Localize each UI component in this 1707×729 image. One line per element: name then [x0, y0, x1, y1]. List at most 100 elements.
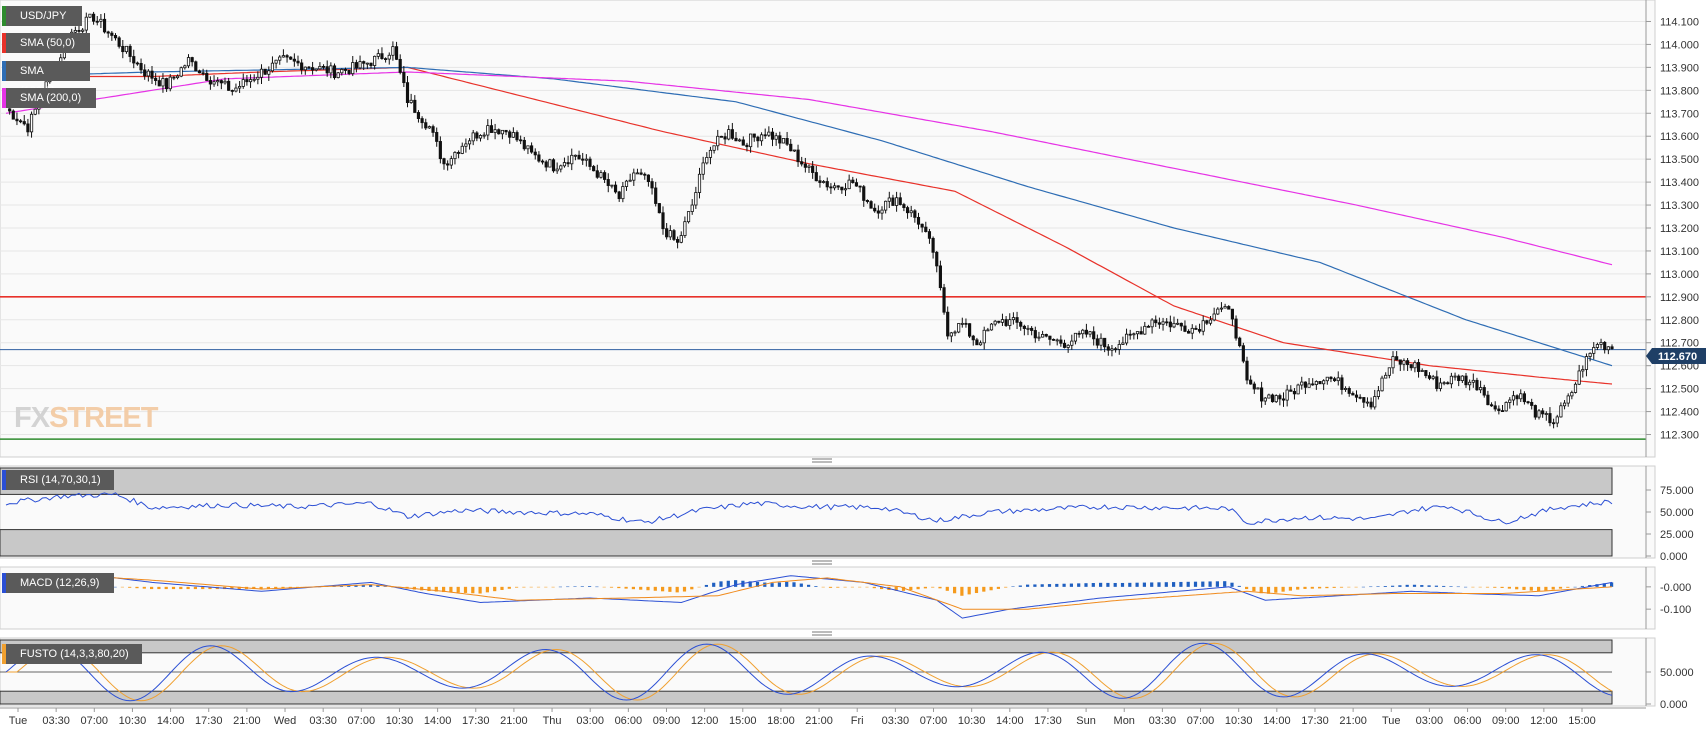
- candle-body: [154, 77, 158, 81]
- candle: [767, 126, 771, 137]
- macd-histogram-bar: [485, 586, 489, 593]
- candle: [632, 168, 636, 186]
- candle-body: [391, 46, 395, 56]
- candle: [920, 223, 924, 233]
- macd-histogram-bar: [1033, 584, 1037, 587]
- candle-body: [1424, 370, 1428, 377]
- sma50-legend[interactable]: SMA (50,0): [2, 33, 90, 53]
- candle: [909, 205, 913, 218]
- symbol-legend[interactable]: USD/JPY: [2, 6, 82, 26]
- candle-body: [676, 239, 680, 243]
- candle: [686, 211, 691, 224]
- macd-histogram-bar: [697, 586, 701, 588]
- candle-body: [486, 125, 490, 136]
- candle-body: [1238, 337, 1242, 347]
- candle: [1070, 334, 1074, 350]
- y-tick-label: 114.000: [1660, 39, 1699, 51]
- candle-body: [643, 173, 647, 176]
- fxstreet-logo: FXSTREET: [14, 402, 158, 435]
- macd-panel[interactable]: [0, 566, 1656, 630]
- candle: [880, 206, 884, 220]
- candle: [989, 323, 994, 331]
- candle-body: [1314, 381, 1318, 385]
- candle: [358, 55, 362, 70]
- candle: [1471, 373, 1475, 388]
- candle-body: [1183, 325, 1187, 332]
- macd-histogram-bar: [1434, 585, 1438, 587]
- candle: [1322, 379, 1326, 391]
- macd-legend[interactable]: MACD (12,26,9): [2, 573, 114, 593]
- rsi-legend[interactable]: RSI (14,70,30,1): [2, 470, 114, 490]
- macd-histogram-bar: [646, 586, 650, 591]
- candle-body: [219, 80, 223, 84]
- macd-histogram-bar: [1310, 586, 1314, 589]
- candle-body: [825, 181, 829, 188]
- candle-body: [409, 99, 413, 103]
- candle-body: [738, 139, 742, 142]
- candle: [1289, 385, 1293, 392]
- macd-histogram-bar: [442, 586, 446, 593]
- candle-body: [256, 76, 260, 80]
- candle-body: [1413, 362, 1417, 369]
- candle-body: [920, 223, 924, 228]
- candle: [690, 199, 694, 215]
- macd-histogram-bar: [631, 586, 635, 590]
- macd-histogram-bar: [748, 581, 752, 587]
- candle: [1369, 397, 1373, 410]
- candle-body: [800, 161, 804, 165]
- candle: [362, 60, 366, 70]
- candle: [515, 130, 519, 142]
- macd-histogram-bar: [1354, 586, 1358, 588]
- macd-histogram-bar: [1500, 586, 1504, 588]
- macd-histogram-bar: [551, 586, 555, 588]
- candle-body: [1544, 413, 1548, 415]
- macd-histogram-bar: [1412, 584, 1417, 587]
- macd-histogram-bar: [675, 586, 679, 593]
- macd-histogram-bar: [193, 586, 197, 590]
- candle-body: [234, 87, 238, 92]
- candle: [223, 77, 227, 85]
- candle: [1274, 394, 1278, 403]
- candle: [927, 228, 932, 244]
- candle: [697, 167, 702, 199]
- macd-histogram-bar: [113, 586, 117, 588]
- candle-body: [19, 120, 23, 123]
- candle: [1041, 330, 1045, 338]
- candle: [1062, 339, 1067, 349]
- candle: [537, 151, 541, 163]
- candle: [1533, 404, 1537, 420]
- macd-histogram-bar: [376, 585, 380, 587]
- y-tick-label: 0.000: [1660, 699, 1688, 711]
- candle-body: [814, 172, 818, 182]
- candle: [1380, 375, 1384, 392]
- macd-histogram-bar: [536, 586, 541, 588]
- candle: [727, 125, 731, 141]
- panel-resize-handle[interactable]: [812, 631, 832, 636]
- candle: [993, 319, 997, 327]
- panel-resize-handle[interactable]: [812, 560, 832, 565]
- candle: [1183, 320, 1187, 333]
- candle-body: [942, 287, 946, 313]
- macd-histogram-bar: [128, 586, 132, 588]
- candle: [143, 64, 147, 80]
- sma100-legend[interactable]: SMA (100,0): [2, 61, 90, 97]
- candle: [1610, 344, 1614, 350]
- candle-body: [1566, 395, 1570, 404]
- candle: [610, 184, 614, 189]
- panel-resize-handle[interactable]: [812, 458, 832, 463]
- candle: [1179, 322, 1183, 331]
- candle: [1099, 333, 1103, 351]
- macd-histogram-bar: [1318, 586, 1322, 589]
- candle-body: [719, 135, 723, 138]
- candle: [548, 158, 552, 168]
- sma200-legend[interactable]: SMA (200,0): [2, 88, 96, 108]
- candle: [1453, 372, 1457, 381]
- logo-street: STREET: [49, 402, 158, 434]
- fusto-legend[interactable]: FUSTO (14,3,3,80,20): [2, 644, 142, 664]
- candle-body: [1135, 331, 1140, 335]
- candle-body: [29, 113, 34, 133]
- candle-body: [1150, 319, 1154, 328]
- macd-histogram-bar: [1120, 582, 1125, 587]
- candle: [1106, 343, 1110, 356]
- candle: [1519, 389, 1523, 403]
